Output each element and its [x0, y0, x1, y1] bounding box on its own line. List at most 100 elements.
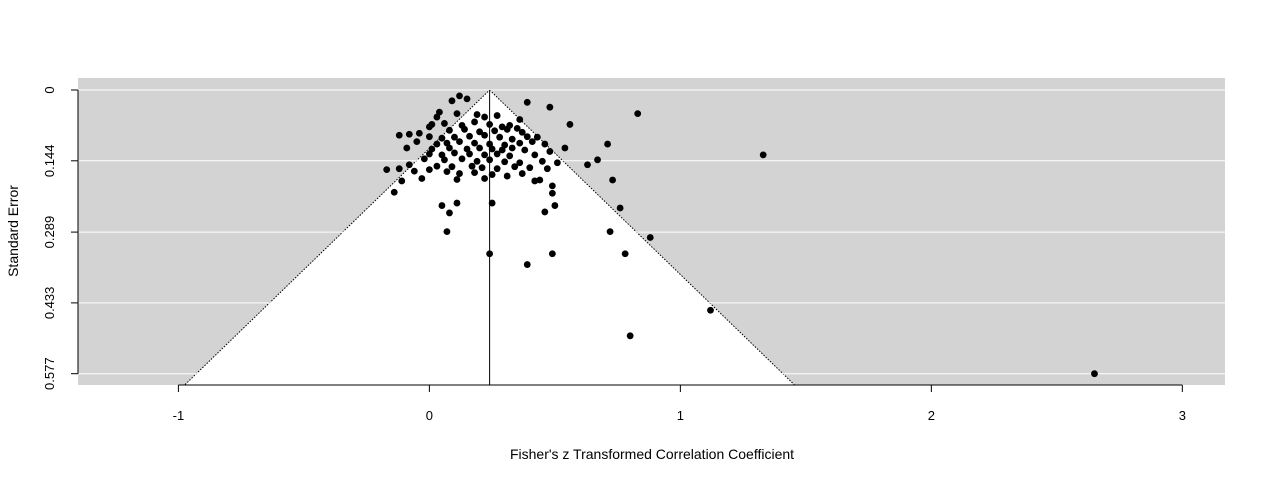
data-point: [606, 228, 614, 236]
data-point: [398, 177, 406, 185]
data-point: [486, 156, 494, 164]
data-point: [546, 148, 554, 155]
data-point: [498, 146, 506, 154]
data-point: [476, 144, 483, 152]
data-point: [548, 250, 556, 258]
y-tick-label: 0.144: [42, 145, 57, 178]
data-point: [548, 182, 556, 190]
data-point: [488, 145, 496, 153]
data-point: [425, 123, 433, 131]
data-point: [584, 161, 591, 169]
data-point: [531, 151, 539, 159]
data-point: [518, 170, 526, 177]
data-point: [516, 139, 524, 147]
y-axis-title: Standard Error: [5, 185, 21, 277]
data-point: [463, 95, 471, 103]
data-point: [543, 165, 551, 173]
data-point: [491, 127, 499, 135]
data-point: [446, 144, 453, 152]
y-tick-label: 0.289: [42, 216, 57, 249]
y-tick-label: 0: [42, 86, 57, 93]
data-point: [471, 118, 478, 126]
data-point: [493, 112, 501, 119]
data-point: [443, 168, 451, 176]
data-point: [420, 155, 428, 163]
y-tick-label: 0.577: [42, 357, 57, 390]
data-point: [508, 144, 516, 152]
data-point: [458, 155, 466, 163]
data-point: [418, 175, 426, 182]
data-point: [453, 110, 461, 117]
data-point: [528, 138, 536, 146]
data-point: [496, 133, 504, 141]
data-point: [451, 133, 458, 141]
data-point: [473, 157, 481, 165]
data-point: [486, 250, 494, 258]
data-point: [395, 131, 403, 139]
data-point: [433, 162, 441, 170]
data-point: [405, 130, 413, 138]
data-point: [451, 149, 458, 157]
data-point: [415, 129, 423, 137]
data-point: [471, 169, 478, 177]
data-point: [448, 97, 456, 105]
data-point: [493, 150, 501, 158]
data-point: [453, 199, 461, 207]
data-point: [456, 138, 463, 146]
data-point: [456, 92, 463, 100]
gridlines: [78, 89, 1225, 375]
data-point: [546, 103, 554, 111]
data-point: [468, 162, 476, 170]
data-point: [604, 140, 611, 148]
data-point: [521, 146, 529, 154]
data-point: [541, 140, 549, 148]
data-point: [533, 133, 541, 141]
data-point: [453, 176, 461, 183]
data-point: [488, 199, 496, 207]
data-point: [523, 133, 531, 141]
data-point: [1091, 370, 1098, 378]
data-point: [433, 113, 441, 121]
data-point: [443, 228, 451, 236]
data-point: [441, 156, 448, 164]
data-point: [513, 124, 521, 132]
data-point: [621, 250, 629, 258]
data-point: [759, 151, 767, 159]
data-point: [523, 98, 531, 106]
data-point: [395, 165, 403, 173]
data-point: [383, 166, 391, 174]
data-point: [538, 157, 546, 165]
data-point: [548, 189, 556, 197]
data-point: [634, 110, 642, 117]
data-point: [646, 234, 654, 241]
data-point: [511, 163, 519, 171]
data-point: [405, 161, 413, 169]
data-point: [493, 165, 501, 173]
data-point: [446, 126, 453, 134]
data-point: [626, 332, 634, 340]
y-axis-ticks: 0 0.144 0.289 0.433 0.577: [42, 86, 78, 390]
data-point: [486, 121, 494, 128]
data-point: [516, 159, 524, 167]
data-point: [390, 188, 398, 196]
x-tick-label: 3: [1179, 408, 1186, 423]
data-point: [481, 131, 488, 139]
data-point: [488, 171, 496, 178]
data-point: [536, 176, 544, 184]
x-tick-label: -1: [173, 408, 185, 423]
data-point: [425, 133, 433, 141]
data-point: [456, 170, 463, 177]
x-axis-ticks: -1 0 1 2 3: [173, 385, 1186, 423]
data-point: [516, 116, 524, 123]
data-point: [413, 138, 421, 146]
data-point: [425, 150, 433, 158]
data-point: [707, 306, 714, 314]
data-point: [466, 150, 473, 158]
data-point: [441, 120, 448, 127]
data-point: [501, 158, 509, 166]
data-point: [481, 175, 488, 182]
data-point: [523, 261, 531, 268]
data-point: [461, 125, 468, 133]
data-point: [551, 202, 559, 209]
